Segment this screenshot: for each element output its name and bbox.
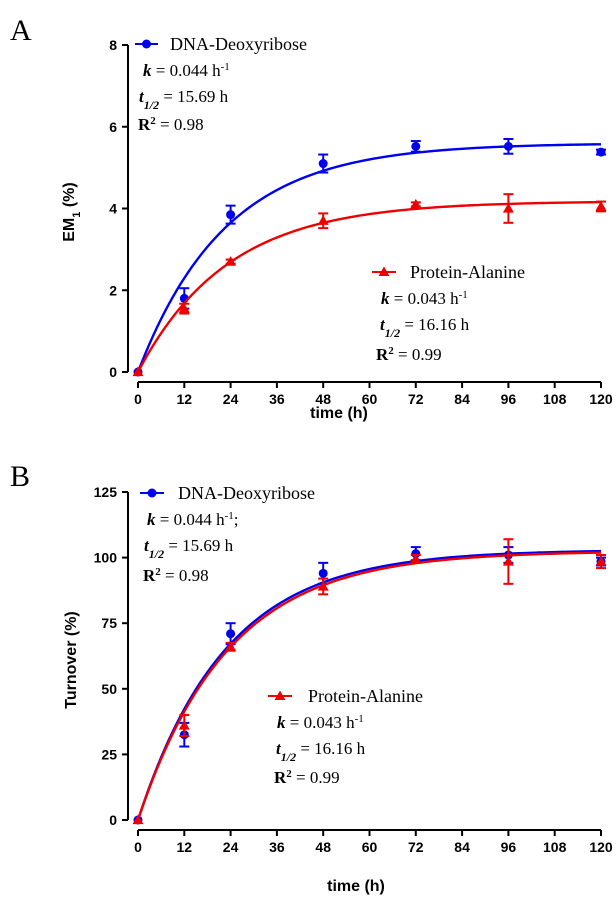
panel-b-ytick-label: 0	[109, 812, 117, 828]
panel-a-xtick-label: 60	[362, 391, 378, 407]
panel-b-ytick-label: 125	[94, 484, 118, 500]
panel-a-protein-point	[132, 366, 144, 377]
panel-b-xtick-label: 96	[501, 839, 517, 855]
panel-a-xtick-label: 12	[177, 391, 193, 407]
panel-b-xtick-label: 36	[269, 839, 285, 855]
panel-b-xtick-label: 120	[589, 839, 613, 855]
legend-label-dna: DNA-Deoxyribose	[170, 34, 307, 54]
panel-a-ytick-label: 2	[109, 282, 117, 298]
panel-a-dna-point	[596, 147, 606, 157]
panel-b-letter: B	[10, 460, 30, 493]
panel-b-xtick-label: 108	[543, 839, 567, 855]
panel-b-dna-point	[226, 629, 236, 639]
panel-a-xtick-label: 24	[223, 391, 239, 407]
panel-b-protein-fit-curve	[136, 551, 602, 821]
panel-b-protein-point	[225, 641, 237, 651]
panel-b-ytick-label: 75	[101, 615, 117, 631]
legend-label-dna-b: DNA-Deoxyribose	[178, 483, 315, 503]
stat-r2-dna-b: R2 = 0.98	[143, 566, 209, 585]
panel-a-dna-point	[318, 159, 328, 169]
panel-a-xtick-label: 72	[408, 391, 424, 407]
panel-b-xtick-label: 24	[223, 839, 239, 855]
panel-a-xtick-label: 96	[501, 391, 517, 407]
panel-a-ylabel: EM1 (%)	[61, 182, 83, 241]
panel-a-xtick-label: 120	[589, 391, 613, 407]
panel-b-ytick-label: 50	[101, 681, 117, 697]
panel-b-protein-point	[317, 580, 329, 591]
panel-a-dna-point	[226, 210, 236, 220]
panel-b-protein-point	[178, 720, 190, 730]
panel-a-xlabel: time (h)	[310, 405, 368, 422]
panel-b-ytick-label: 100	[94, 550, 118, 566]
panel-a-protein-fit-curve	[136, 200, 602, 373]
panel-b-protein-point	[410, 553, 422, 564]
panel-a-xtick-label: 84	[454, 391, 470, 407]
legend-label-protein-b: Protein-Alanine	[308, 686, 423, 706]
legend-marker-dna-b	[147, 488, 157, 498]
panel-b: B 0 25 50 75 100 125 0 12 24 36 48 60 72 84 96 108 120 D…	[10, 460, 613, 895]
panel-a-xtick-label: 0	[134, 391, 142, 407]
panel-b-xtick-label: 0	[134, 839, 142, 855]
stat-r2-protein-b: R2 = 0.99	[274, 768, 340, 787]
panel-a-dna-fit-curve	[136, 143, 602, 373]
panel-b-ylabel: Turnover (%)	[63, 611, 80, 708]
panel-b-xlabel: time (h)	[327, 878, 385, 895]
panel-b-xtick-label: 60	[362, 839, 378, 855]
stat-thalf-protein: t1/2 = 16.16 h	[380, 315, 470, 340]
stat-thalf-protein-b: t1/2 = 16.16 h	[276, 739, 366, 764]
panel-a-xtick-label: 48	[315, 391, 331, 407]
stat-k-dna: k = 0.044 h-1	[143, 61, 230, 80]
panel-a-dna-point	[411, 141, 421, 151]
panel-b-protein-point	[132, 814, 144, 825]
panel-a-xtick-label: 36	[269, 391, 285, 407]
panel-b-xtick-label: 12	[177, 839, 193, 855]
panel-b-dna-point	[318, 568, 328, 578]
panel-b-protein-point	[502, 556, 514, 566]
panel-b-xtick-label: 72	[408, 839, 424, 855]
panel-a-legend-protein: Protein-Alanine k = 0.043 h-1 t1/2 = 16.…	[372, 262, 525, 364]
panel-a-ytick-label: 4	[109, 201, 117, 217]
panel-a-ytick-label: 6	[109, 119, 117, 135]
stat-k-protein: k = 0.043 h-1	[381, 289, 468, 308]
panel-b-xtick-label: 84	[454, 839, 470, 855]
panel-a-ytick-label: 0	[109, 364, 117, 380]
panel-a-ytick-label: 8	[109, 37, 117, 53]
panel-b-dna-fit-curve	[136, 549, 602, 821]
stat-k-protein-b: k = 0.043 h-1	[277, 713, 364, 732]
panel-b-ytick-label: 25	[101, 746, 117, 762]
panel-a-dna-point	[503, 141, 513, 151]
legend-marker-protein-b	[274, 690, 286, 700]
panel-a-xtick-label: 108	[543, 391, 567, 407]
stat-thalf-dna-b: t1/2 = 15.69 h	[144, 536, 234, 561]
stat-r2-dna: R2 = 0.98	[138, 115, 204, 134]
legend-marker-protein	[378, 266, 390, 276]
legend-marker-dna	[142, 39, 151, 49]
stat-thalf-dna: t1/2 = 15.69 h	[139, 87, 229, 112]
panel-b-legend-dna: DNA-Deoxyribose k = 0.044 h-1; t1/2 = 15…	[140, 483, 315, 585]
stat-k-dna-b: k = 0.044 h-1;	[147, 510, 239, 529]
panel-a-protein-point	[225, 256, 237, 266]
panel-b-xtick-label: 48	[315, 839, 331, 855]
panel-b-legend-protein: Protein-Alanine k = 0.043 h-1 t1/2 = 16.…	[268, 686, 423, 787]
panel-a-protein-point	[595, 200, 607, 211]
panel-b-protein-point	[595, 556, 607, 566]
panel-a-protein-point	[502, 203, 514, 213]
stat-r2-protein: R2 = 0.99	[376, 345, 442, 364]
panel-a-legend-dna: DNA-Deoxyribose k = 0.044 h-1 t1/2 = 15.…	[135, 34, 307, 134]
panel-a-letter: A	[10, 14, 32, 47]
legend-label-protein: Protein-Alanine	[410, 262, 525, 282]
panel-a-protein-point	[178, 303, 190, 313]
panel-a-protein-point	[410, 198, 422, 209]
panel-b-plot: 0 25 50 75 100 125 0 12 24 36 48 60 72 84 96 108 120	[94, 484, 613, 855]
panel-a-protein-point	[317, 215, 329, 225]
